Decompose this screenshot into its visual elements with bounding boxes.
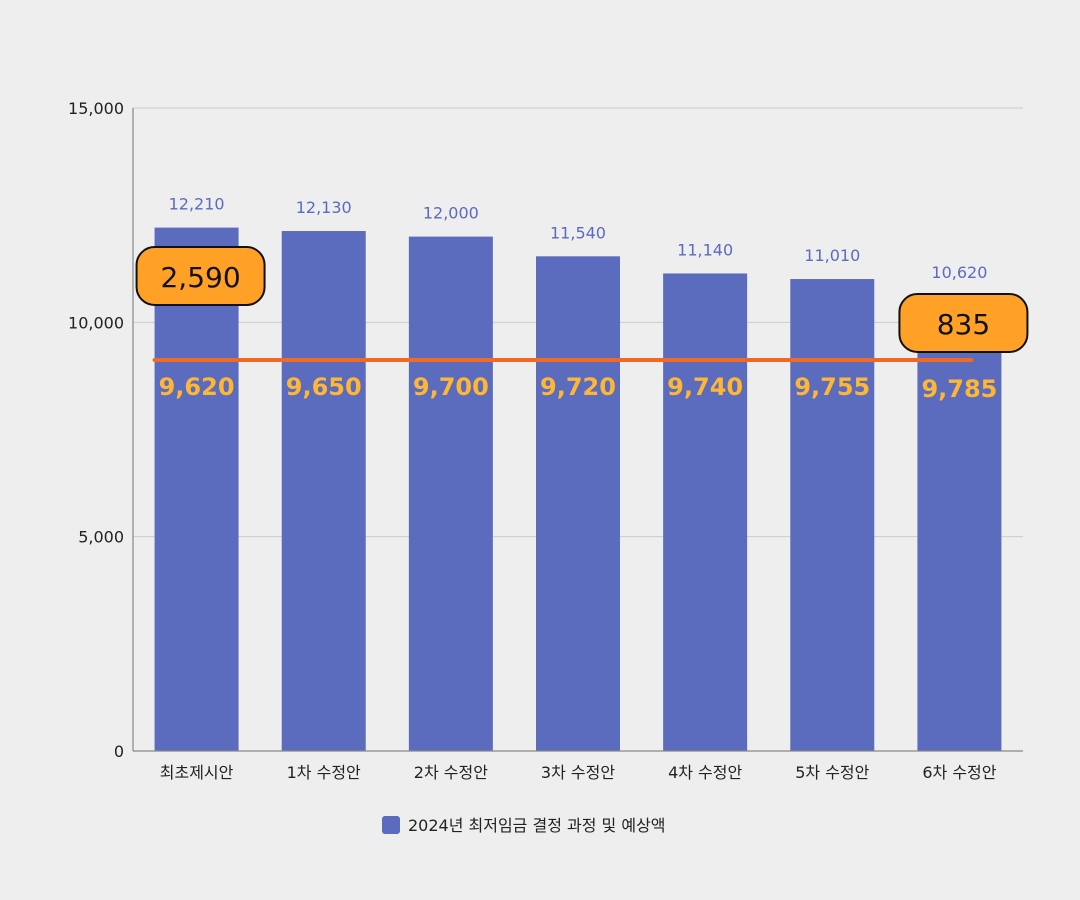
bar — [790, 279, 875, 751]
axis-layer: 0 5,000 10,000 15,000 최초제시안 1차 수정안 2차 수정안 3차 수정… — [68, 99, 1023, 782]
bar-value-label: 12,000 — [423, 204, 479, 223]
x-tick-label: 최초제시안 — [160, 763, 234, 782]
legend[interactable]: 2024년 최저임금 결정 과정 및 예상액 — [382, 816, 666, 835]
x-tick-label: 4차 수정안 — [668, 763, 742, 782]
x-tick-label: 5차 수정안 — [795, 763, 869, 782]
bar-value-label: 11,140 — [677, 240, 733, 259]
x-tick-label: 2차 수정안 — [414, 763, 488, 782]
bar-value-label: 12,210 — [169, 195, 225, 214]
line-value-label: 9,700 — [413, 373, 489, 401]
bar — [917, 295, 1002, 751]
y-tick-label: 10,000 — [68, 313, 124, 332]
y-tick-label: 0 — [114, 742, 124, 761]
callout-label: 2,590 — [160, 261, 240, 294]
callout-box — [135, 246, 266, 306]
line-value-label: 9,740 — [667, 373, 743, 401]
bar-value-label: 10,620 — [931, 263, 987, 282]
labels-layer: 12,210 12,130 12,000 11,540 11,140 11,010 10,6… — [159, 195, 998, 403]
callout-layer: 2,590 835 — [135, 246, 1029, 353]
bar — [154, 227, 239, 751]
x-tick-label: 1차 수정안 — [287, 763, 361, 782]
line-value-label: 9,720 — [540, 373, 616, 401]
line-value-label: 9,755 — [794, 373, 870, 401]
bar — [536, 256, 620, 751]
bar — [663, 273, 748, 751]
bar-value-label: 11,540 — [550, 223, 606, 242]
x-tick-label: 6차 수정안 — [922, 763, 996, 782]
bar-value-label: 11,010 — [804, 246, 860, 265]
legend-label: 2024년 최저임금 결정 과정 및 예상액 — [408, 816, 666, 835]
x-tick-label: 3차 수정안 — [541, 763, 615, 782]
line-value-label: 9,650 — [286, 373, 362, 401]
y-tick-label: 5,000 — [78, 528, 124, 547]
bar — [281, 231, 366, 751]
bar-value-label: 12,130 — [296, 198, 352, 217]
bars-layer — [154, 227, 1002, 752]
bar — [408, 236, 493, 752]
callout-box — [898, 293, 1029, 353]
callout-label: 835 — [937, 308, 990, 341]
legend-swatch — [382, 816, 400, 834]
line-value-label: 9,620 — [159, 373, 235, 401]
y-tick-label: 15,000 — [68, 99, 124, 118]
line-value-label: 9,785 — [921, 375, 997, 403]
